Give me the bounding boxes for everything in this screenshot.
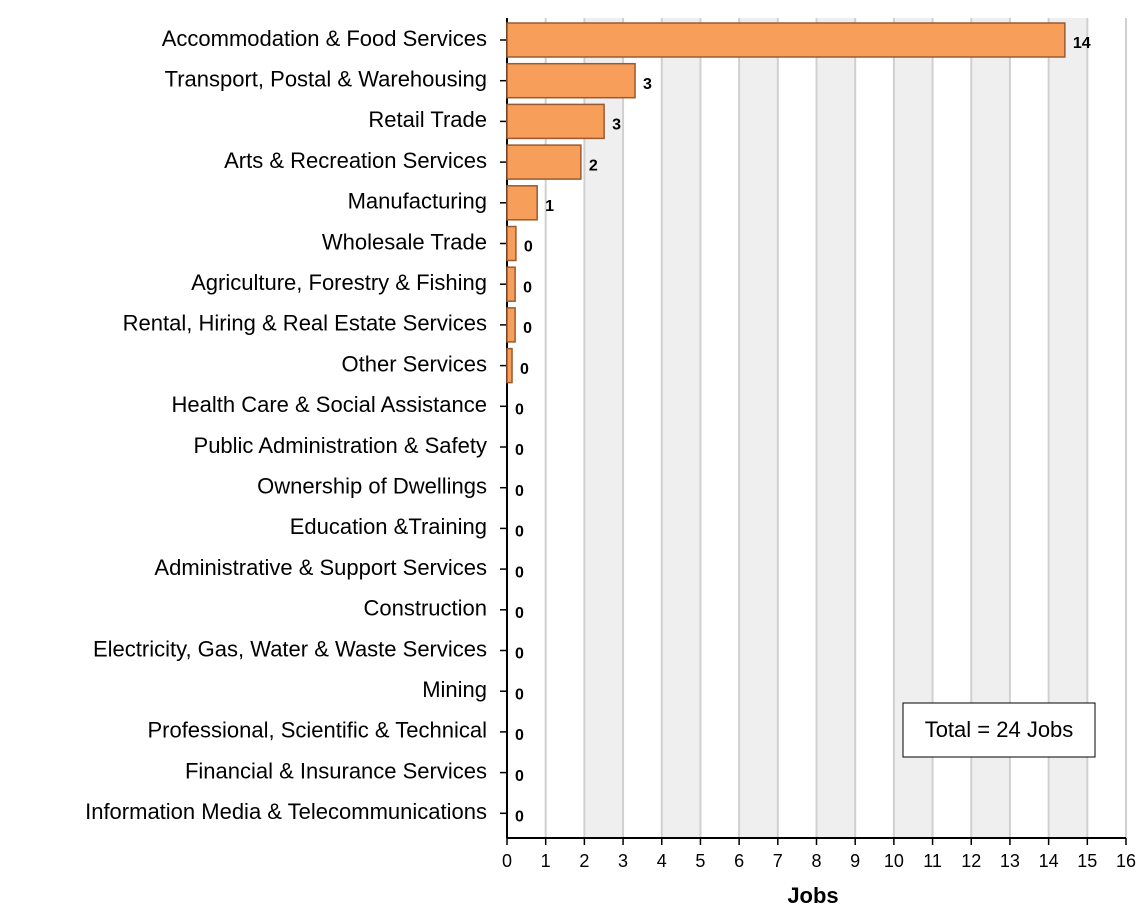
y-tick-label: Agriculture, Forestry & Fishing: [191, 270, 487, 295]
data-label: 0: [515, 402, 524, 419]
y-tick-label: Public Administration & Safety: [194, 433, 487, 458]
y-tick-label: Retail Trade: [368, 107, 487, 132]
x-tick-label: 2: [579, 851, 589, 871]
bar: [506, 225, 517, 262]
data-label: 0: [523, 279, 532, 296]
data-label: 0: [520, 361, 529, 378]
y-tick-label: Administrative & Support Services: [154, 555, 487, 580]
x-tick-label: 12: [961, 851, 981, 871]
x-tick-label: 14: [1039, 851, 1059, 871]
x-tick-label: 5: [695, 851, 705, 871]
grid-band: [1048, 18, 1088, 838]
plot-background: [506, 18, 1127, 845]
x-axis-label: Jobs: [787, 883, 838, 908]
x-tick-label: 15: [1077, 851, 1097, 871]
x-tick-label: 0: [502, 851, 512, 871]
grid-band: [893, 18, 933, 838]
y-tick-label: Rental, Hiring & Real Estate Services: [123, 311, 487, 336]
x-tick-label: 13: [1000, 851, 1020, 871]
bar: [506, 62, 636, 99]
data-label: 0: [515, 564, 524, 581]
x-tick-label: 7: [773, 851, 783, 871]
y-tick-label: Manufacturing: [348, 189, 487, 214]
data-label: 0: [515, 524, 524, 541]
bar: [506, 22, 1066, 58]
x-tick-label: 1: [541, 851, 551, 871]
x-tick-label: 16: [1116, 851, 1136, 871]
data-label: 0: [515, 727, 524, 744]
y-tick-label: Transport, Postal & Warehousing: [165, 67, 487, 92]
data-label: 14: [1073, 35, 1091, 52]
y-tick-label: Other Services: [342, 351, 488, 376]
data-label: 3: [643, 76, 652, 93]
annotation: Total = 24 Jobs: [925, 717, 1074, 742]
y-tick-label: Wholesale Trade: [322, 229, 487, 254]
x-tick-label: 11: [923, 851, 942, 871]
y-tick-label: Accommodation & Food Services: [162, 26, 487, 51]
grid-band: [971, 18, 1010, 838]
bar: [506, 103, 605, 140]
x-tick-label: 3: [618, 851, 628, 871]
data-label: 0: [515, 686, 524, 703]
bar: [506, 185, 538, 221]
data-label: 0: [515, 768, 524, 785]
x-tick-label: 8: [811, 851, 821, 871]
data-label: 0: [515, 483, 524, 500]
y-tick-label: Electricity, Gas, Water & Waste Services: [93, 636, 487, 661]
data-label: 0: [515, 809, 524, 826]
data-label: 2: [589, 157, 598, 174]
x-tick-label: 10: [884, 851, 904, 871]
x-tick-label: 4: [657, 851, 667, 871]
y-tick-label: Professional, Scientific & Technical: [147, 718, 487, 743]
data-label: 0: [523, 320, 532, 337]
grid-band: [584, 18, 624, 838]
data-label: 0: [515, 442, 524, 459]
y-tick-label: Mining: [422, 677, 487, 702]
y-tick-label: Ownership of Dwellings: [257, 474, 487, 499]
grid-band: [661, 18, 701, 838]
y-tick-label: Information Media & Telecommunications: [85, 799, 487, 824]
x-tick-label: 6: [734, 851, 744, 871]
data-label: 1: [545, 198, 554, 215]
bar: [506, 347, 513, 384]
data-label: 0: [524, 239, 533, 256]
y-tick-label: Construction: [363, 596, 487, 621]
data-label: 3: [612, 117, 621, 134]
data-label: 0: [515, 646, 524, 663]
bar: [506, 144, 582, 180]
y-tick-label: Health Care & Social Assistance: [172, 392, 488, 417]
y-tick-label: Education &Training: [290, 514, 487, 539]
grid-band: [816, 18, 856, 838]
bar: [506, 307, 516, 343]
y-tick-label: Arts & Recreation Services: [224, 148, 487, 173]
y-tick-label: Financial & Insurance Services: [185, 758, 487, 783]
bar: [506, 266, 516, 302]
x-tick-label: 9: [850, 851, 860, 871]
annotation-box: [902, 702, 1096, 758]
data-label: 0: [515, 605, 524, 622]
grid-band: [739, 18, 778, 838]
